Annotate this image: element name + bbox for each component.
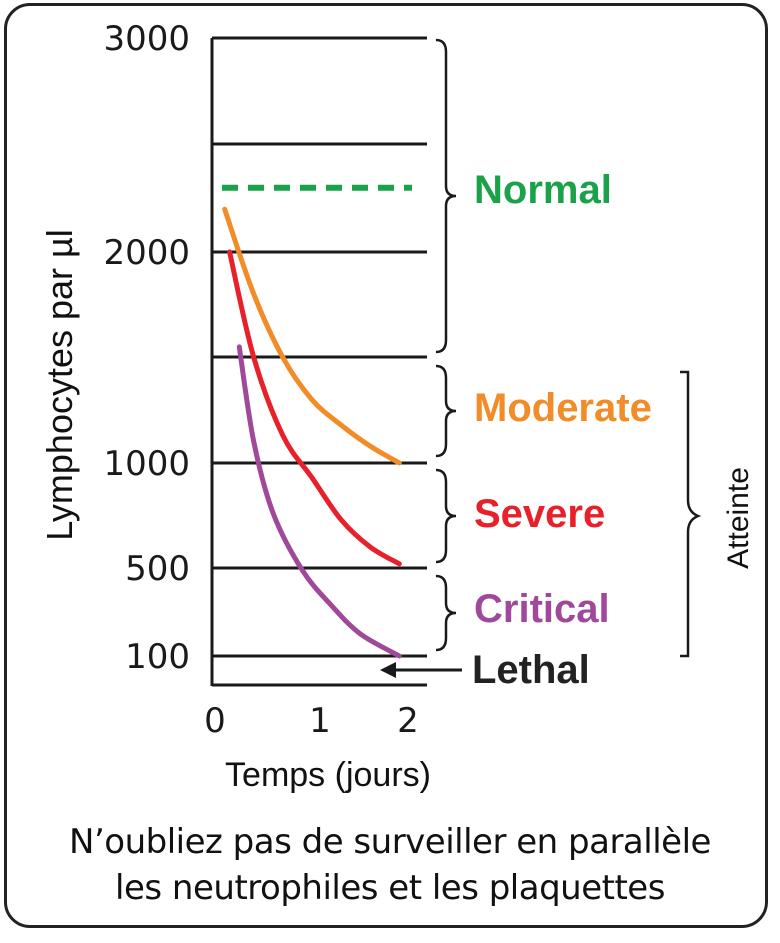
zone-brace-normal — [435, 38, 457, 354]
chart-frame — [4, 3, 768, 928]
y-tick-label-3000: 3000 — [103, 19, 190, 59]
y-tick-label-500: 500 — [125, 549, 190, 589]
atteinte-bracket — [680, 370, 702, 658]
zone-brace-moderate — [435, 364, 457, 458]
y-tick-label-100: 100 — [125, 637, 190, 677]
caption-line-1: N’oubliez pas de surveiller en parallèle — [69, 822, 711, 862]
zone-label-lethal: Lethal — [472, 648, 590, 692]
series-line-critical — [236, 344, 402, 659]
zone-label-moderate: Moderate — [474, 386, 652, 430]
series-line-moderate — [222, 206, 402, 466]
zone-label-critical: Critical — [474, 587, 610, 631]
zone-brace-severe — [435, 468, 457, 564]
x-axis-title: Temps (jours) — [225, 756, 431, 794]
zone-brace-critical — [435, 574, 457, 652]
caption-line-2: les neutrophiles et les plaquettes — [115, 868, 665, 908]
x-tick-label-1: 1 — [309, 701, 331, 741]
zone-label-normal: Normal — [474, 168, 612, 212]
lethal-arrowhead — [380, 662, 396, 678]
x-tick-label-0: 0 — [204, 701, 226, 741]
y-axis-title: Lymphocytes par µl — [39, 229, 80, 541]
zone-label-severe: Severe — [474, 492, 605, 536]
atteinte-label: Atteinte — [722, 467, 755, 569]
x-tick-label-2: 2 — [397, 701, 419, 741]
series-line-severe — [227, 249, 402, 567]
y-tick-label-1000: 1000 — [103, 444, 190, 484]
y-tick-label-2000: 2000 — [103, 233, 190, 273]
